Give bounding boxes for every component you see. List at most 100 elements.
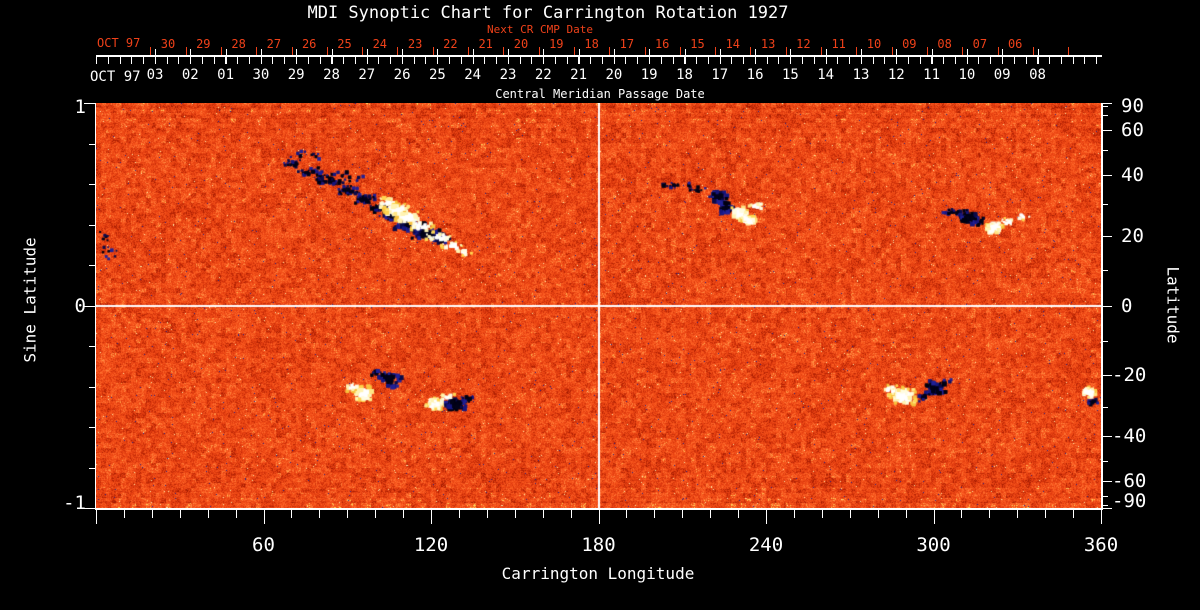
- cmp-axis-minor-tick: [673, 57, 674, 64]
- cmp-axis-title: Central Meridian Passage Date: [495, 87, 705, 101]
- cmp-axis-minor-tick: [120, 57, 121, 64]
- next-cr-axis-tick: [856, 47, 857, 55]
- right-axis-tick: [1101, 481, 1112, 482]
- cmp-axis-minor-tick: [1061, 57, 1062, 64]
- cmp-axis-tick-label: 25: [428, 67, 446, 83]
- right-axis-tick: [1101, 150, 1108, 151]
- bottom-axis-tick: [543, 510, 544, 518]
- cmp-axis-minor-tick: [96, 57, 97, 64]
- cmp-axis-major-tick: [720, 49, 721, 64]
- cmp-axis-tick-label: 24: [464, 67, 482, 83]
- right-axis-tick: [1101, 508, 1112, 509]
- bottom-axis-tick: [1045, 510, 1046, 518]
- bottom-axis-tick: [822, 510, 823, 518]
- right-axis-tick: [1101, 103, 1112, 104]
- cmp-axis-minor-tick: [131, 57, 132, 64]
- cmp-axis-minor-tick: [590, 57, 591, 64]
- cmp-axis-minor-tick: [1096, 57, 1097, 64]
- cmp-axis-major-tick: [861, 49, 862, 64]
- bottom-axis-tick: [236, 510, 237, 518]
- cmp-axis-tick-label: 12: [887, 67, 905, 83]
- cmp-axis-line: [96, 55, 1102, 57]
- cmp-axis-minor-tick: [731, 57, 732, 64]
- next-cr-axis-tick: [680, 47, 681, 55]
- cmp-axis-major-tick: [790, 49, 791, 64]
- cmp-axis-major-tick: [261, 49, 262, 64]
- next-cr-month-label: OCT 97: [97, 36, 141, 50]
- cmp-axis-tick-label: 15: [781, 67, 799, 83]
- cmp-axis-minor-tick: [743, 57, 744, 64]
- cmp-axis-minor-tick: [814, 57, 815, 64]
- bottom-axis-tick: [319, 510, 320, 518]
- bottom-axis-tick: [794, 510, 795, 518]
- right-axis-tick: [1101, 375, 1112, 376]
- cmp-axis-minor-tick: [143, 57, 144, 64]
- cmp-axis-minor-tick: [225, 57, 226, 64]
- bottom-axis-tick: [431, 510, 432, 524]
- cmp-axis-minor-tick: [920, 57, 921, 64]
- right-axis-tick-label: 0: [1121, 294, 1133, 317]
- cmp-axis-minor-tick: [390, 57, 391, 64]
- cmp-axis-minor-tick: [414, 57, 415, 64]
- cmp-axis-minor-tick: [1014, 57, 1015, 64]
- bottom-axis-tick: [347, 510, 348, 518]
- sine-latitude-axis-title: Sine Latitude: [20, 237, 40, 363]
- next-cr-axis-tick: [750, 47, 751, 55]
- cmp-axis-major-tick: [473, 49, 474, 64]
- bottom-axis-tick: [1073, 510, 1074, 518]
- cmp-axis-minor-tick: [684, 57, 685, 64]
- right-axis-tick: [1101, 496, 1108, 497]
- bottom-axis-tick: [961, 510, 962, 518]
- cmp-axis-major-tick: [896, 49, 897, 64]
- left-axis-tick-label: 1: [74, 96, 86, 118]
- left-axis-tick: [84, 103, 96, 104]
- right-axis-tick: [1101, 407, 1108, 408]
- next-cr-axis-tick: [327, 47, 328, 55]
- next-cr-axis-tick-label: 22: [443, 37, 458, 51]
- right-axis-tick: [1101, 106, 1108, 107]
- cmp-axis-major-tick: [437, 49, 438, 64]
- bottom-axis-tick: [934, 510, 935, 524]
- next-cr-axis-tick: [433, 47, 434, 55]
- cmp-axis-major-tick: [226, 49, 227, 64]
- bottom-axis-tick: [1101, 510, 1102, 524]
- cmp-axis-major-tick: [155, 49, 156, 64]
- cmp-axis-minor-tick: [661, 57, 662, 64]
- right-axis-tick-label: 60: [1121, 119, 1144, 142]
- bottom-axis-tick: [906, 510, 907, 518]
- right-axis-tick: [1101, 204, 1108, 205]
- next-cr-axis-tick: [256, 47, 257, 55]
- cmp-axis-minor-tick: [1037, 57, 1038, 64]
- bottom-axis-tick: [208, 510, 209, 518]
- bottom-axis-tick: [403, 510, 404, 518]
- cmp-axis-minor-tick: [1084, 57, 1085, 64]
- cmp-axis-minor-tick: [602, 57, 603, 64]
- cmp-axis-tick-label: 11: [923, 67, 941, 83]
- next-cr-axis-tick: [1033, 47, 1034, 55]
- right-axis-tick-label: 40: [1121, 164, 1144, 187]
- bottom-axis-tick: [515, 510, 516, 518]
- right-axis-tick: [1101, 461, 1108, 462]
- cmp-axis-tick-label: 28: [323, 67, 340, 83]
- cmp-axis-minor-tick: [555, 57, 556, 64]
- cmp-axis-tick-label: 22: [534, 67, 552, 83]
- next-cr-axis-tick-label: 26: [301, 37, 317, 51]
- bottom-axis-tick: [682, 510, 683, 518]
- bottom-axis-tick-label: 300: [916, 534, 951, 556]
- next-cr-axis-tick-label: 25: [337, 37, 352, 51]
- cmp-axis-major-tick: [543, 49, 544, 64]
- right-axis-tick: [1101, 270, 1108, 271]
- next-cr-axis-tick-label: 17: [619, 37, 635, 51]
- next-cr-axis-tick: [397, 47, 398, 55]
- cmp-axis-major-tick: [967, 49, 968, 64]
- cmp-axis-tick-label: 10: [958, 67, 976, 83]
- plot-border-right: [1101, 103, 1103, 509]
- cmp-axis-minor-tick: [520, 57, 521, 64]
- next-cr-axis-tick: [362, 47, 363, 55]
- right-axis-tick-label: -20: [1112, 363, 1147, 386]
- cmp-axis-minor-tick: [178, 57, 179, 64]
- cmp-axis-minor-tick: [931, 57, 932, 64]
- right-axis-tick: [1101, 505, 1108, 506]
- next-cr-axis-tick-label: 12: [796, 37, 811, 51]
- cmp-axis-major-tick: [402, 49, 403, 64]
